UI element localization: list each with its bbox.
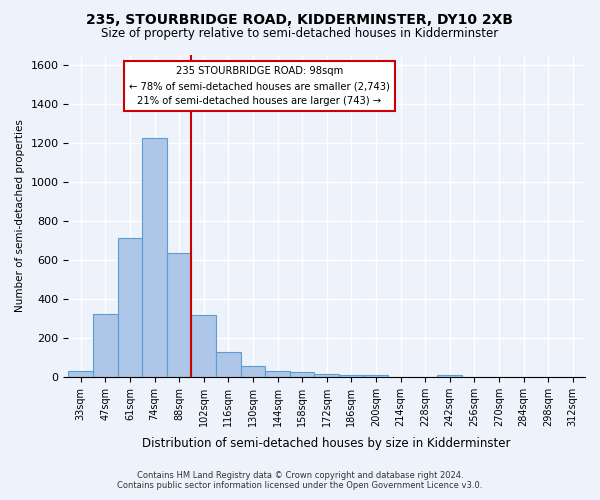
Bar: [339, 375, 364, 377]
Bar: [290, 372, 314, 377]
Text: Contains HM Land Registry data © Crown copyright and database right 2024.
Contai: Contains HM Land Registry data © Crown c…: [118, 470, 482, 490]
Text: 235 STOURBRIDGE ROAD: 98sqm
← 78% of semi-detached houses are smaller (2,743)
21: 235 STOURBRIDGE ROAD: 98sqm ← 78% of sem…: [129, 66, 390, 106]
Y-axis label: Number of semi-detached properties: Number of semi-detached properties: [15, 120, 25, 312]
Bar: [191, 316, 216, 377]
Bar: [314, 374, 339, 377]
Bar: [216, 352, 241, 377]
Bar: [167, 253, 191, 377]
Bar: [437, 375, 462, 377]
Bar: [93, 314, 118, 377]
Text: 235, STOURBRIDGE ROAD, KIDDERMINSTER, DY10 2XB: 235, STOURBRIDGE ROAD, KIDDERMINSTER, DY…: [86, 12, 514, 26]
Bar: [364, 375, 388, 377]
Bar: [142, 138, 167, 377]
Bar: [241, 366, 265, 377]
Bar: [118, 238, 142, 377]
Text: Size of property relative to semi-detached houses in Kidderminster: Size of property relative to semi-detach…: [101, 28, 499, 40]
X-axis label: Distribution of semi-detached houses by size in Kidderminster: Distribution of semi-detached houses by …: [142, 437, 511, 450]
Bar: [68, 371, 93, 377]
Bar: [265, 371, 290, 377]
